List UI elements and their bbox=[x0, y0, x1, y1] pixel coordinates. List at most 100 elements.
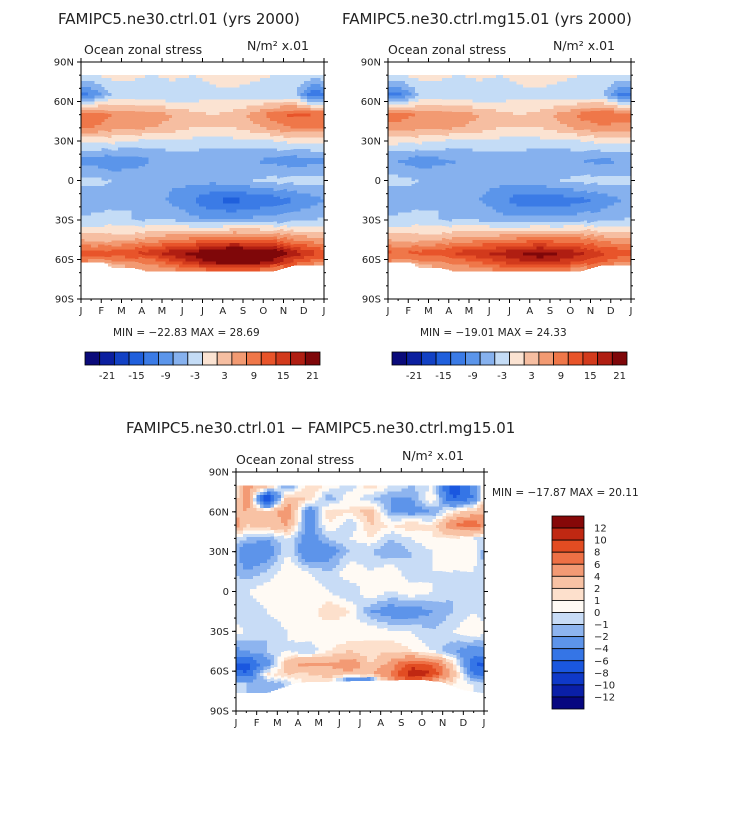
field-cell bbox=[111, 207, 116, 211]
field-cell bbox=[162, 258, 166, 263]
field-cell bbox=[178, 261, 183, 266]
field-cell bbox=[155, 105, 160, 110]
field-cell bbox=[91, 86, 96, 91]
field-cell bbox=[131, 258, 136, 262]
x-tick-label: M bbox=[158, 306, 167, 317]
field-cell bbox=[246, 114, 251, 119]
panel2-title: FAMIPC5.ne30.ctrl.mg15.01 (yrs 2000) bbox=[342, 10, 632, 28]
field-cell bbox=[216, 139, 220, 143]
field-cell bbox=[175, 182, 180, 186]
field-cell bbox=[172, 234, 177, 238]
field-cell bbox=[175, 203, 180, 208]
field-cell bbox=[94, 101, 99, 105]
field-cell bbox=[189, 234, 193, 238]
field-cell bbox=[172, 264, 177, 269]
field-cell bbox=[81, 116, 85, 120]
field-cell bbox=[121, 90, 126, 94]
field-cell bbox=[246, 212, 251, 217]
field-cell bbox=[239, 99, 244, 104]
field-cell bbox=[138, 150, 143, 155]
field-cell bbox=[236, 96, 241, 101]
field-cell bbox=[178, 240, 183, 244]
field-cell bbox=[212, 136, 217, 140]
field-cell bbox=[202, 243, 207, 247]
field-cell bbox=[135, 93, 139, 97]
field-cell bbox=[151, 102, 156, 107]
field-cell bbox=[135, 102, 139, 106]
field-cell bbox=[243, 179, 247, 183]
field-cell bbox=[246, 148, 251, 153]
field-cell bbox=[111, 159, 116, 163]
field-cell bbox=[148, 182, 153, 186]
x-tick-label: A bbox=[219, 306, 226, 317]
field-cell bbox=[158, 96, 163, 101]
field-cell bbox=[182, 212, 187, 217]
field-cell bbox=[219, 179, 224, 183]
field-cell bbox=[222, 218, 227, 223]
field-cell bbox=[165, 160, 170, 165]
field-cell bbox=[222, 249, 227, 253]
field-cell bbox=[101, 253, 106, 257]
field-cell bbox=[91, 212, 96, 216]
field-cell bbox=[128, 111, 133, 115]
field-cell bbox=[178, 255, 183, 260]
field-cell bbox=[131, 156, 136, 160]
field-cell bbox=[222, 111, 227, 116]
field-cell bbox=[155, 255, 160, 260]
field-cell bbox=[94, 159, 99, 164]
field-cell bbox=[148, 224, 153, 229]
field-cell bbox=[216, 264, 220, 269]
field-cell bbox=[97, 206, 102, 211]
field-cell bbox=[172, 157, 177, 162]
field-cell bbox=[243, 151, 247, 156]
field-cell bbox=[162, 133, 166, 137]
field-cell bbox=[145, 160, 150, 165]
field-cell bbox=[182, 124, 187, 128]
field-cell bbox=[131, 219, 136, 223]
field-cell bbox=[239, 172, 244, 177]
field-cell bbox=[128, 105, 133, 109]
field-cell bbox=[239, 133, 244, 137]
field-cell bbox=[114, 99, 119, 103]
field-cell bbox=[199, 84, 204, 88]
field-cell bbox=[212, 157, 217, 162]
field-cell bbox=[249, 117, 254, 122]
field-cell bbox=[182, 111, 187, 116]
field-cell bbox=[189, 169, 193, 174]
field-cell bbox=[81, 224, 85, 228]
field-cell bbox=[104, 230, 109, 235]
field-cell bbox=[91, 101, 96, 105]
field-cell bbox=[168, 179, 173, 183]
field-cell bbox=[111, 219, 116, 223]
field-cell bbox=[236, 108, 241, 113]
field-cell bbox=[138, 235, 143, 240]
field-cell bbox=[165, 230, 170, 235]
field-cell bbox=[151, 230, 156, 235]
field-cell bbox=[114, 195, 119, 199]
field-cell bbox=[205, 264, 210, 269]
field-cell bbox=[138, 199, 143, 204]
field-cell bbox=[236, 212, 241, 217]
field-cell bbox=[229, 99, 234, 104]
field-cell bbox=[229, 172, 234, 177]
field-cell bbox=[124, 231, 129, 235]
field-cell bbox=[195, 163, 200, 168]
field-cell bbox=[87, 101, 92, 105]
field-cell bbox=[121, 84, 126, 88]
field-cell bbox=[118, 108, 123, 112]
field-cell bbox=[155, 157, 160, 162]
field-cell bbox=[84, 116, 89, 120]
field-cell bbox=[229, 252, 234, 257]
field-cell bbox=[148, 215, 153, 220]
field-cell bbox=[199, 96, 204, 101]
field-cell bbox=[128, 186, 133, 190]
field-cell bbox=[155, 185, 160, 189]
field-cell bbox=[151, 127, 156, 131]
field-cell bbox=[232, 218, 237, 223]
field-cell bbox=[199, 130, 204, 134]
field-cell bbox=[185, 127, 190, 131]
field-cell bbox=[249, 81, 254, 85]
field-cell bbox=[135, 105, 139, 109]
field-cell bbox=[91, 194, 96, 199]
field-cell bbox=[229, 160, 234, 165]
